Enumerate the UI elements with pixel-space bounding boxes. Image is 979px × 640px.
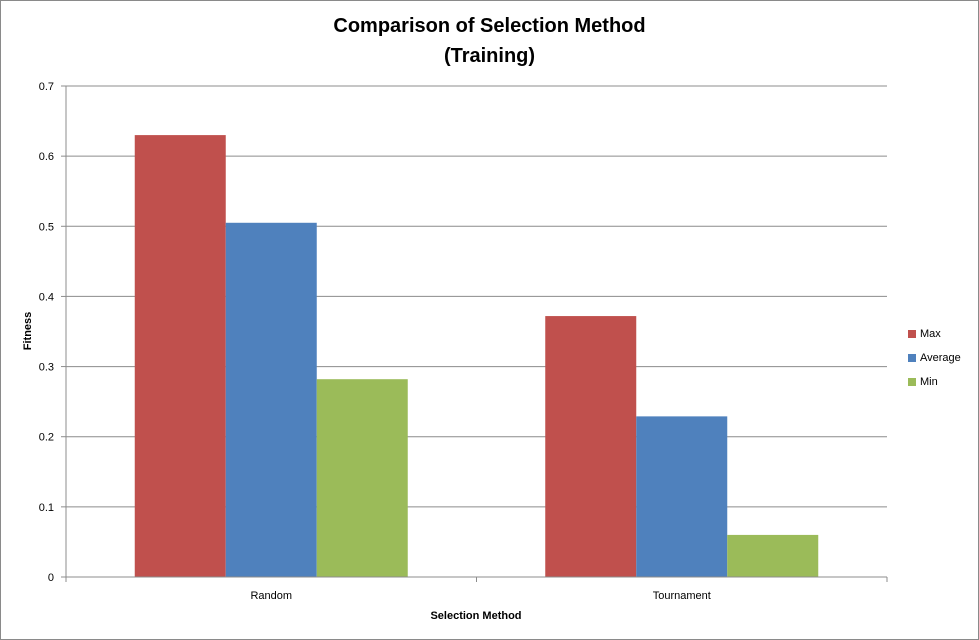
bars: [134, 135, 819, 577]
chart-title: Comparison of Selection Method: [333, 15, 646, 37]
bar-max-tournament: [545, 316, 637, 577]
y-axis-label: Fitness: [22, 312, 34, 351]
bar-average-random: [225, 222, 317, 577]
y-tick-label: 0: [48, 572, 54, 584]
y-tick-labels: 0 0.1 0.2 0.3 0.4 0.5 0.6 0.7: [39, 81, 54, 584]
bar-average-tournament: [636, 416, 728, 577]
y-tick-label: 0.6: [39, 151, 54, 163]
bar-min-tournament: [727, 534, 819, 577]
legend-label: Min: [920, 376, 938, 388]
bar-max-random: [134, 135, 226, 577]
y-tick-label: 0.4: [39, 291, 54, 303]
x-tick-labels: Random Tournament: [250, 590, 710, 602]
legend-item-average: Average: [908, 346, 961, 370]
legend: Max Average Min: [908, 322, 961, 394]
legend-item-max: Max: [908, 322, 961, 346]
x-tick-label: Tournament: [653, 590, 711, 602]
x-tick-label: Random: [250, 590, 292, 602]
legend-label: Average: [920, 352, 961, 364]
chart-subtitle: (Training): [443, 45, 536, 67]
axes: [65, 86, 888, 582]
y-tick-label: 0.1: [39, 502, 54, 514]
y-tick-label: 0.5: [39, 221, 54, 233]
legend-swatch: [908, 354, 916, 362]
bar-min-random: [316, 379, 408, 577]
legend-swatch: [908, 330, 916, 338]
legend-item-min: Min: [908, 370, 961, 394]
x-axis-label: Selection Method: [430, 610, 521, 622]
legend-label: Max: [920, 328, 941, 340]
y-tick-label: 0.3: [39, 362, 54, 374]
y-tick-label: 0.2: [39, 432, 54, 444]
legend-swatch: [908, 378, 916, 386]
y-tick-label: 0.7: [39, 81, 54, 93]
